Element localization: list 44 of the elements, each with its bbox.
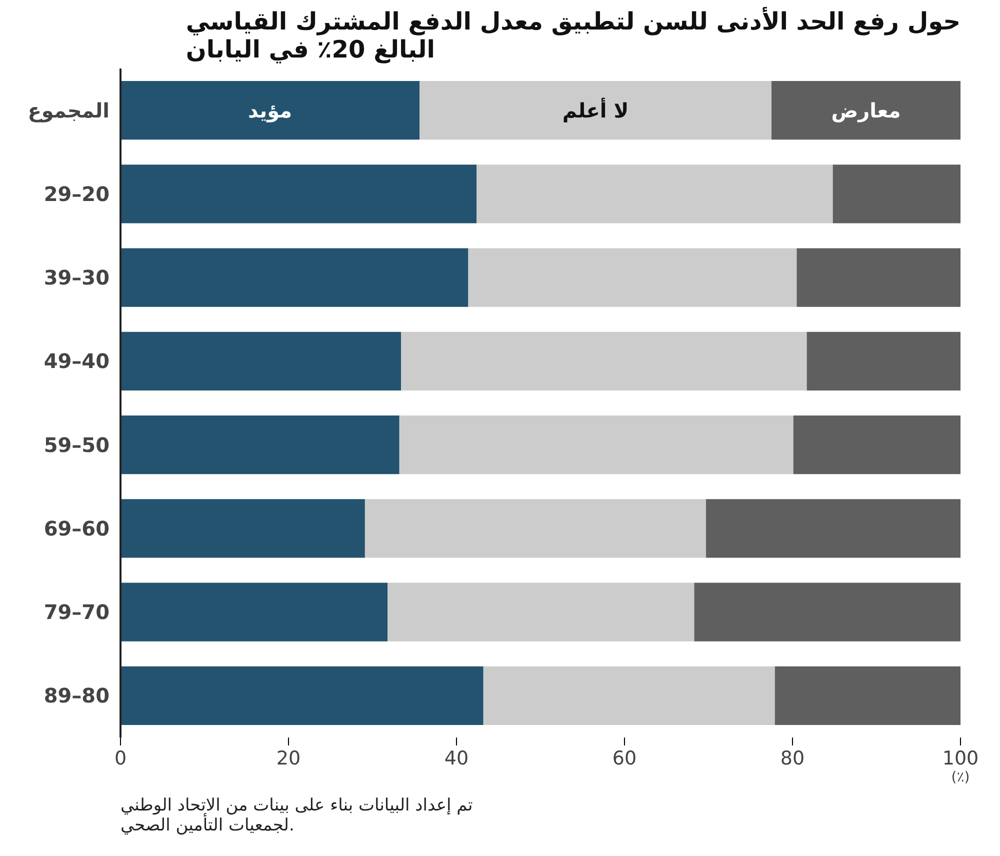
y-tick-label: 69–60 xyxy=(44,516,110,540)
bar xyxy=(120,332,402,390)
bar xyxy=(401,332,807,390)
bar xyxy=(806,332,960,390)
y-tick-label: 39–30 xyxy=(44,266,110,290)
x-tick-label: 40 xyxy=(444,748,469,770)
bar xyxy=(364,499,706,558)
bar xyxy=(120,582,388,642)
series-label: مؤيد xyxy=(248,98,292,122)
chart-title: حول رفع الحد الأدنى للسن لتطبيق معدل الدفع المشترك القياسي البالغ 20٪ في اليابان xyxy=(186,6,961,64)
series-label: لا أعلم xyxy=(562,97,629,122)
bar xyxy=(399,416,794,474)
bar xyxy=(388,582,694,642)
y-tick-label: المجموع xyxy=(28,98,110,122)
series-label: معارض xyxy=(831,98,901,122)
bar xyxy=(772,81,960,140)
y-tick-label: 89–80 xyxy=(44,684,110,708)
x-tick-label: 20 xyxy=(276,748,301,770)
y-tick-label: 59–50 xyxy=(44,432,110,457)
bar xyxy=(793,416,960,474)
bar xyxy=(694,582,960,642)
bar xyxy=(120,81,420,140)
x-tick-label: 100 xyxy=(942,748,979,770)
x-tick-label: 0 xyxy=(114,748,127,770)
bar xyxy=(774,666,960,725)
bar xyxy=(476,164,833,224)
x-tick-label: 80 xyxy=(780,748,805,770)
y-tick-label: 29–20 xyxy=(44,182,110,206)
x-tick-label: 60 xyxy=(612,748,637,770)
bar xyxy=(120,666,484,725)
bar xyxy=(706,499,960,558)
bar xyxy=(483,666,775,725)
x-axis-title: (٪) xyxy=(951,770,970,786)
bar xyxy=(120,416,400,474)
bar xyxy=(120,164,477,224)
bar xyxy=(468,248,797,307)
bar xyxy=(832,164,960,224)
y-tick-label: 79–70 xyxy=(44,600,110,624)
text: تم إعداد البيانات بناء على بينات من الاتحاد الوطني لجمعيات التأمين الصحي. xyxy=(120,796,473,836)
bar xyxy=(120,248,468,307)
bar xyxy=(796,248,960,307)
y-tick-label: 49–40 xyxy=(44,349,110,374)
bar xyxy=(120,499,365,558)
bar xyxy=(420,81,772,140)
